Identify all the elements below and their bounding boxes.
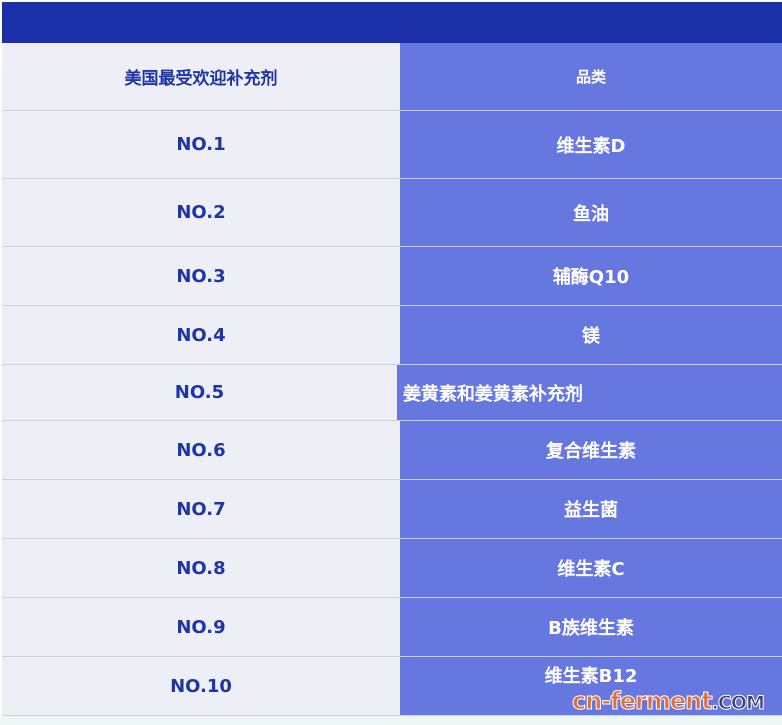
table-row: NO.1 维生素D [2, 111, 782, 179]
rank-cell: NO.4 [2, 306, 400, 364]
table-row: NO.10 维生素B12 [2, 657, 782, 716]
bottom-strip [0, 716, 782, 725]
table-row: NO.9 B族维生素 [2, 598, 782, 657]
table-header: 美国最受欢迎补充剂 品类 [2, 43, 782, 111]
category-cell: 维生素D [400, 111, 782, 179]
category-cell: 维生素B12 [400, 657, 782, 716]
table-row: NO.7 益生菌 [2, 480, 782, 539]
rank-cell: NO.3 [2, 247, 400, 305]
table-row: NO.3 辅酶Q10 [2, 247, 782, 306]
category-cell: 维生素C [400, 539, 782, 598]
category-cell: 复合维生素 [400, 421, 782, 480]
watermark-suffix: .COM [711, 692, 765, 715]
table-row: NO.5 姜黄素和姜黄素补充剂 [2, 365, 782, 421]
category-cell: 辅酶Q10 [400, 247, 782, 306]
watermark-main: cn-ferment [572, 687, 714, 715]
rank-cell: NO.6 [2, 421, 400, 479]
watermark-logo: cn-ferment.COM [572, 687, 766, 715]
header-rank: 美国最受欢迎补充剂 [2, 43, 400, 110]
rank-cell: NO.1 [2, 111, 400, 178]
rank-cell: NO.2 [2, 179, 400, 246]
rank-cell: NO.10 [2, 657, 400, 715]
category-cell: 益生菌 [400, 480, 782, 539]
table-row: NO.2 鱼油 [2, 179, 782, 247]
table-row: NO.8 维生素C [2, 539, 782, 598]
category-cell: 姜黄素和姜黄素补充剂 [396, 365, 782, 421]
header-category: 品类 [400, 43, 782, 111]
rank-cell: NO.7 [2, 480, 400, 538]
rank-cell: NO.9 [2, 598, 400, 656]
table-row: NO.4 镁 [2, 306, 782, 365]
category-cell: 镁 [400, 306, 782, 365]
supplement-table: 美国最受欢迎补充剂 品类 NO.1 维生素D NO.2 鱼油 NO.3 辅酶Q10 NO.4… [2, 43, 782, 716]
rank-cell: NO.5 [2, 365, 397, 420]
category-cell: B族维生素 [400, 598, 782, 657]
rank-cell: NO.8 [2, 539, 400, 597]
table-row: NO.6 复合维生素 [2, 421, 782, 480]
top-banner [2, 2, 782, 43]
category-cell: 鱼油 [400, 179, 782, 247]
